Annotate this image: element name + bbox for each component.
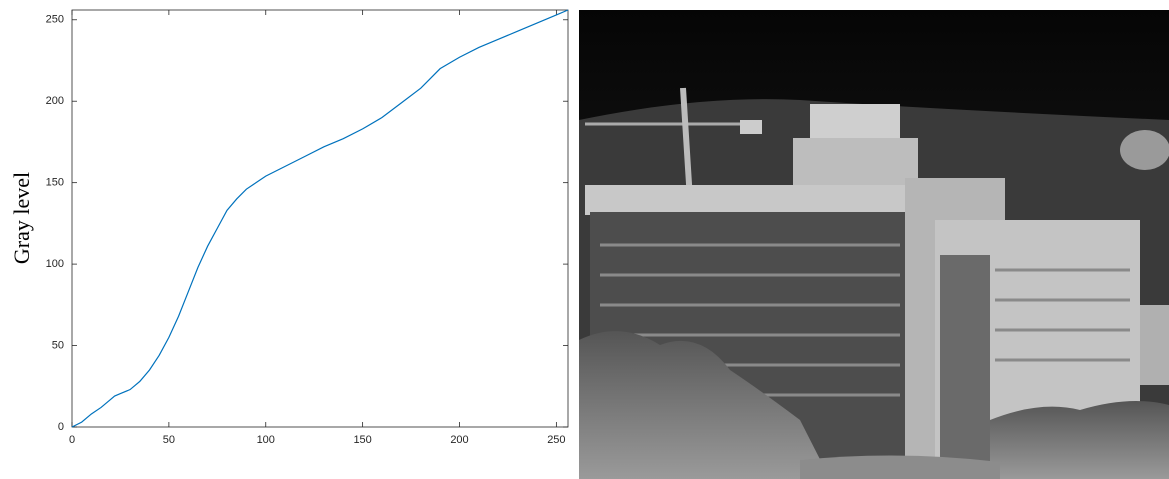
y-tick-label: 0 (58, 421, 64, 433)
y-tick-label: 50 (52, 339, 64, 351)
x-tick-label: 250 (547, 434, 565, 446)
figure: Gray level 0 50 100 150 200 250 0 50 100 150 200 25… (0, 0, 1169, 479)
y-tick-label: 250 (46, 14, 64, 26)
x-tick-label: 200 (450, 434, 468, 446)
y-tick-label: 100 (46, 258, 64, 270)
y-axis-label: Gray level (9, 172, 34, 264)
x-tick-label: 150 (353, 434, 371, 446)
y-tick-label: 200 (46, 95, 64, 107)
y-tick-label: 150 (46, 177, 64, 189)
x-tick-label: 50 (163, 434, 175, 446)
x-tick-label: 100 (257, 434, 275, 446)
photo (579, 10, 1169, 479)
x-tick-label: 0 (69, 434, 75, 446)
plot-area (72, 10, 568, 427)
